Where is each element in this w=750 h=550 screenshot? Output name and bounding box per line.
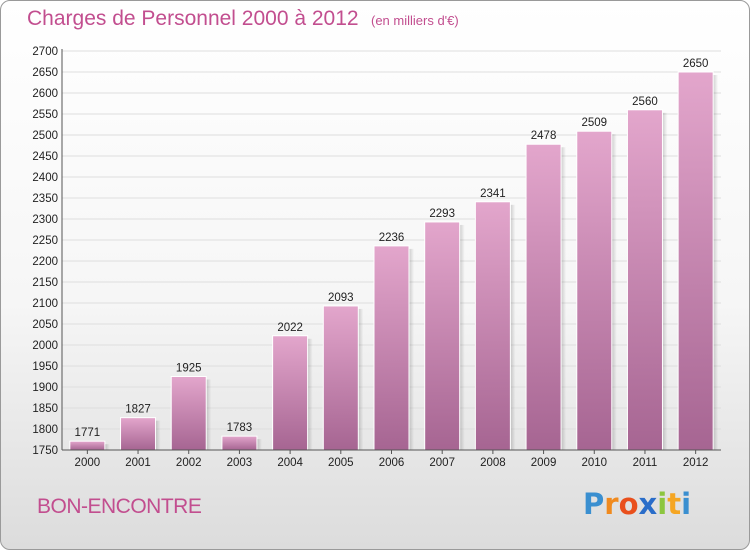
bar-shadow <box>510 204 516 450</box>
logo-letter: P <box>583 487 605 521</box>
value-label: 1783 <box>227 422 253 434</box>
y-tick-label: 1750 <box>32 445 58 457</box>
bar <box>221 435 258 451</box>
bar-shadow <box>662 112 668 451</box>
value-label: 2509 <box>581 117 607 129</box>
bar-shadow <box>256 439 262 450</box>
value-label: 2560 <box>632 96 658 108</box>
y-tick-label: 2700 <box>32 46 58 58</box>
y-tick-label: 2300 <box>32 214 58 226</box>
x-tick-label: 2004 <box>277 457 303 469</box>
value-label: 2022 <box>277 322 303 334</box>
x-tick-label: 2005 <box>328 457 354 469</box>
bar <box>474 201 511 451</box>
bar-shadow <box>104 444 110 450</box>
x-tick-label: 2007 <box>429 457 455 469</box>
value-label: 2341 <box>480 188 506 200</box>
axes <box>61 49 721 454</box>
bar-shadow <box>358 308 364 450</box>
bar <box>525 143 562 451</box>
bar <box>272 335 309 451</box>
y-tick-label: 1800 <box>32 424 58 436</box>
y-tick-label: 2150 <box>32 277 58 289</box>
x-tick-label: 2001 <box>125 457 151 469</box>
x-tick-label: 2000 <box>75 457 101 469</box>
value-label: 2093 <box>328 292 354 304</box>
x-tick-label: 2011 <box>633 457 658 469</box>
bar <box>69 440 106 451</box>
y-tick-label: 1850 <box>32 403 58 415</box>
bar-shadow <box>307 338 313 450</box>
bar <box>120 417 157 451</box>
bar <box>626 109 663 451</box>
x-tick-label: 2010 <box>581 457 607 469</box>
y-tick-label: 2650 <box>32 67 58 79</box>
value-label: 2236 <box>379 232 405 244</box>
x-tick-label: 2003 <box>227 457 253 469</box>
y-tick-label: 2550 <box>32 109 58 121</box>
y-tick-label: 1950 <box>32 361 58 373</box>
logo-letter: r <box>604 487 619 521</box>
logo-letter: t <box>667 487 682 521</box>
bar <box>373 245 410 451</box>
bar <box>322 305 359 451</box>
chart-subtitle: (en milliers d'€) <box>371 13 459 28</box>
value-label: 2293 <box>429 208 455 220</box>
x-tick-label: 2008 <box>480 457 506 469</box>
bar <box>170 376 207 451</box>
value-label: 2478 <box>531 130 557 142</box>
bar <box>424 221 461 451</box>
bar-shadow <box>155 420 161 450</box>
chart-title: Charges de Personnel 2000 à 2012 <box>27 7 359 30</box>
x-tick-label: 2012 <box>683 457 709 469</box>
bar-shadow <box>561 147 567 451</box>
y-tick-label: 1900 <box>32 382 58 394</box>
x-tick-label: 2009 <box>531 457 557 469</box>
logo-letter: i <box>657 487 668 521</box>
value-label: 2650 <box>683 58 709 70</box>
bar-shadow <box>409 248 414 450</box>
y-tick-label: 2450 <box>32 151 58 163</box>
value-label: 1827 <box>125 404 151 416</box>
x-tick-label: 2002 <box>176 457 202 469</box>
bar <box>576 130 613 451</box>
bar-shadow <box>206 379 212 450</box>
bar-shadow <box>459 224 465 450</box>
value-label: 1925 <box>176 363 202 375</box>
y-tick-label: 2350 <box>32 193 58 205</box>
labels: 1750 1800 1850 1900 1950 2000 2050 2100 2150 2200… <box>32 46 708 469</box>
place-name: BON-ENCONTRE <box>37 495 202 518</box>
y-tick-label: 2500 <box>32 130 58 142</box>
y-tick-label: 2000 <box>32 340 58 352</box>
y-tick-label: 2100 <box>32 298 58 310</box>
logo-letter: i <box>681 487 692 521</box>
bar <box>677 71 714 451</box>
bar-shadow <box>713 75 719 450</box>
y-tick-label: 2200 <box>32 256 58 268</box>
y-tick-label: 2400 <box>32 172 58 184</box>
value-label: 1771 <box>75 427 101 439</box>
proxiti-logo: Proxiti <box>583 487 691 521</box>
x-tick-label: 2006 <box>379 457 405 469</box>
y-tick-label: 2250 <box>32 235 58 247</box>
logo-letter: o <box>618 487 639 521</box>
bar-shadow <box>611 134 617 450</box>
logo-letter: x <box>638 487 658 521</box>
bars <box>69 71 719 451</box>
y-tick-label: 2600 <box>32 88 58 100</box>
y-tick-label: 2050 <box>32 319 58 331</box>
